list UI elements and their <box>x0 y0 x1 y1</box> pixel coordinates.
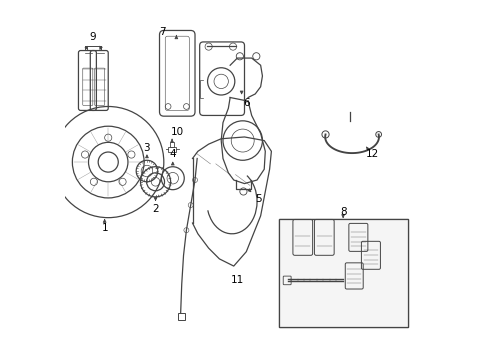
Text: 5: 5 <box>254 194 261 204</box>
Text: 3: 3 <box>143 143 150 153</box>
Text: 8: 8 <box>339 207 346 217</box>
Bar <box>278 220 407 327</box>
Text: 12: 12 <box>366 149 379 159</box>
Bar <box>178 314 185 320</box>
Text: 4: 4 <box>169 149 176 159</box>
Bar <box>169 142 174 147</box>
Text: 2: 2 <box>152 204 159 214</box>
Text: 6: 6 <box>243 98 249 108</box>
Text: 10: 10 <box>170 127 183 136</box>
Bar <box>278 220 407 327</box>
Bar <box>167 147 176 152</box>
Text: 7: 7 <box>159 27 166 36</box>
Text: 9: 9 <box>90 32 96 41</box>
Text: 1: 1 <box>101 224 108 233</box>
Text: 11: 11 <box>230 275 244 285</box>
